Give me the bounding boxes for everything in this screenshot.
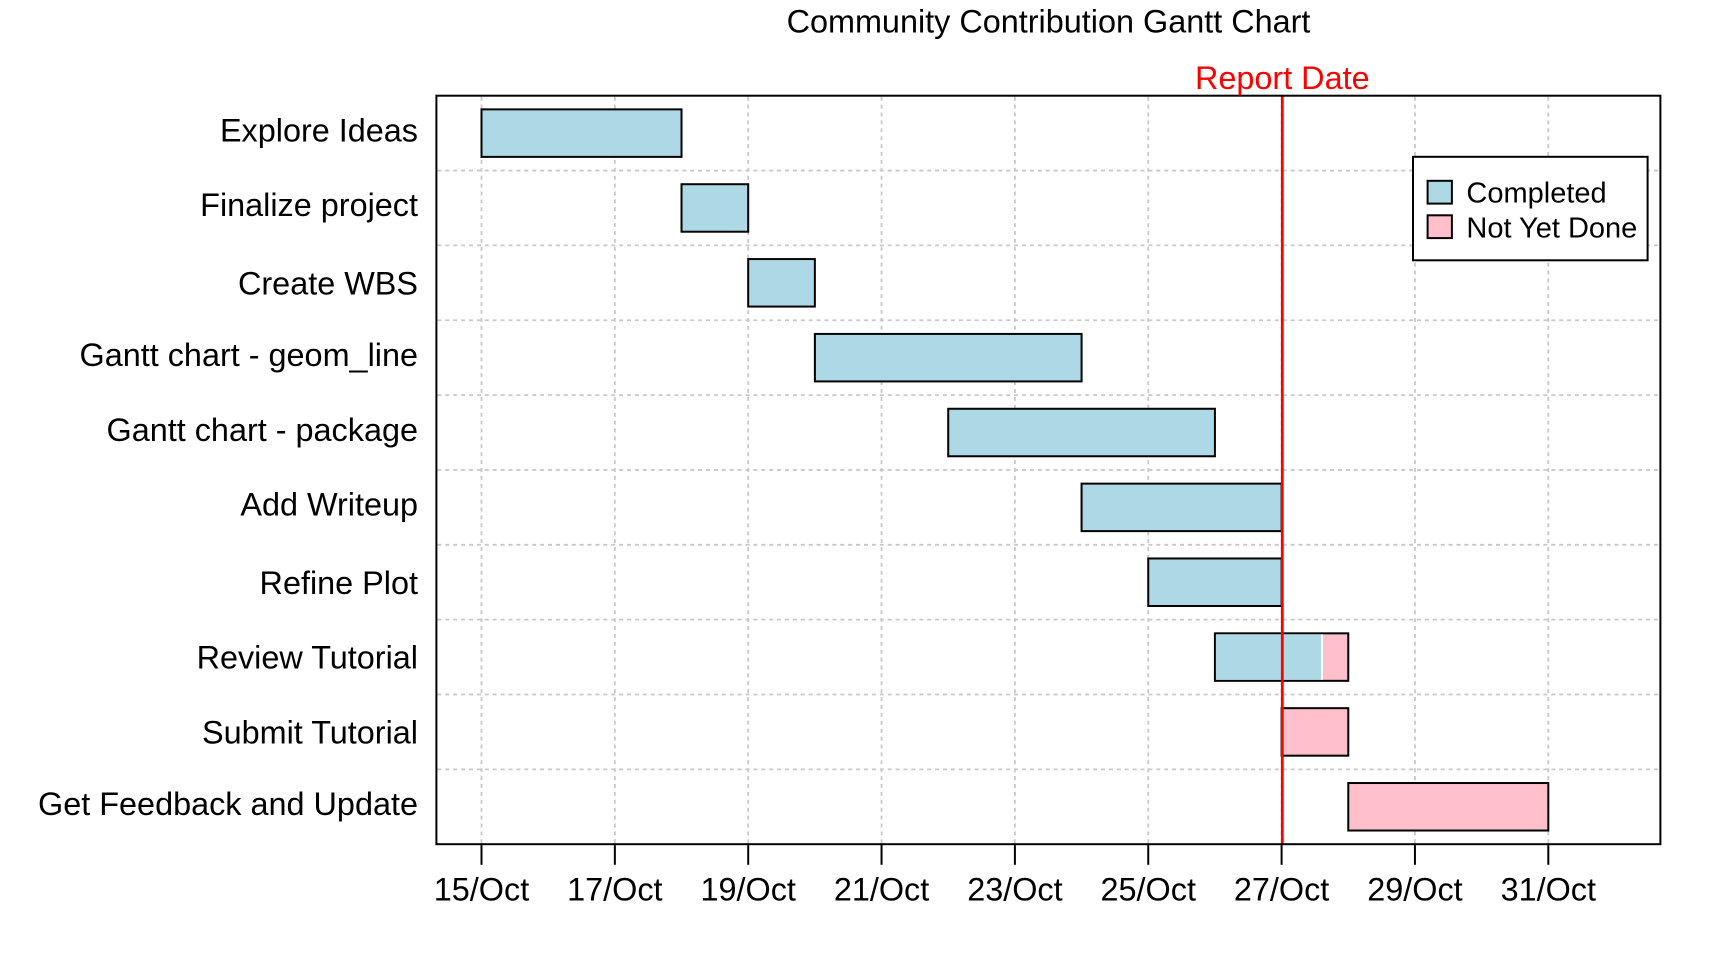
svg-text:Explore Ideas: Explore Ideas	[220, 112, 418, 148]
svg-text:15/Oct: 15/Oct	[434, 872, 529, 908]
svg-text:Submit Tutorial: Submit Tutorial	[202, 715, 418, 751]
svg-text:29/Oct: 29/Oct	[1367, 872, 1462, 908]
svg-text:Review Tutorial: Review Tutorial	[197, 640, 418, 676]
svg-text:Get Feedback and Update: Get Feedback and Update	[38, 786, 418, 822]
svg-text:21/Oct: 21/Oct	[834, 872, 929, 908]
svg-text:Report Date: Report Date	[1195, 60, 1370, 96]
svg-text:17/Oct: 17/Oct	[567, 872, 662, 908]
svg-text:Create WBS: Create WBS	[238, 265, 418, 301]
svg-text:19/Oct: 19/Oct	[700, 872, 795, 908]
svg-text:Gantt chart - package: Gantt chart - package	[107, 412, 418, 448]
svg-text:Finalize project: Finalize project	[200, 187, 418, 223]
svg-text:27/Oct: 27/Oct	[1234, 872, 1329, 908]
svg-text:Gantt chart - geom_line: Gantt chart - geom_line	[80, 337, 418, 373]
svg-text:31/Oct: 31/Oct	[1501, 872, 1596, 908]
svg-text:Completed: Completed	[1466, 177, 1606, 209]
svg-text:Not Yet Done: Not Yet Done	[1466, 212, 1637, 244]
svg-text:Refine Plot: Refine Plot	[260, 565, 418, 601]
svg-text:Community Contribution Gantt C: Community Contribution Gantt Chart	[787, 4, 1311, 40]
svg-text:25/Oct: 25/Oct	[1101, 872, 1196, 908]
svg-text:23/Oct: 23/Oct	[967, 872, 1062, 908]
svg-text:Add Writeup: Add Writeup	[240, 487, 418, 523]
